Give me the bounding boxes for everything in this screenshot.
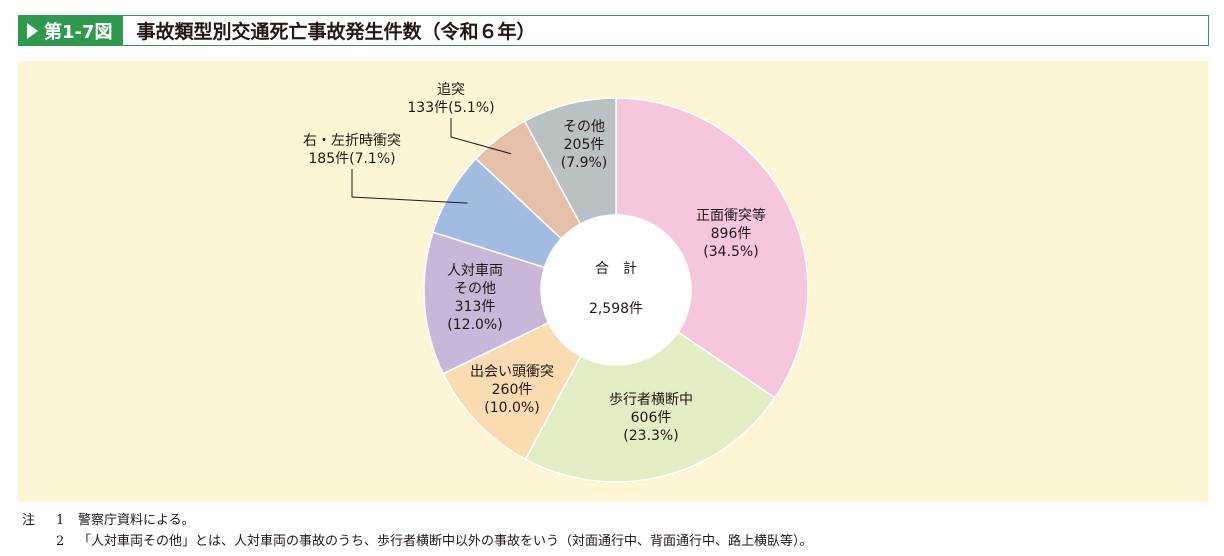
note-text: 警察庁資料による。 xyxy=(78,513,195,528)
notes: 注 1 警察庁資料による。 2 「人対車両その他」とは、人対車両の事故のうち、歩… xyxy=(22,510,813,552)
slice-percent-other: (7.9%) xyxy=(561,155,608,171)
total-value: 2,598件 xyxy=(589,301,643,317)
slice-count-head-on: 896件 xyxy=(711,226,752,242)
slice-label-pedestrian-crossing: 歩行者横断中 xyxy=(609,392,693,408)
figure-number: 第1-7図 xyxy=(44,21,113,43)
slice-count-pedestrian-crossing: 606件 xyxy=(631,410,672,426)
slice-percent-head-on: (34.5%) xyxy=(703,244,758,260)
slice-label-head-on: 正面衝突等 xyxy=(696,207,766,224)
slice-label-other: その他 xyxy=(563,119,605,135)
slice-label-pedestrian-other: その他 xyxy=(454,281,496,297)
slice-head-on xyxy=(615,97,809,399)
note-row: 2 「人対車両その他」とは、人対車両の事故のうち、歩行者横断中以外の事故をいう（… xyxy=(22,531,813,552)
note-marker xyxy=(22,531,56,552)
note-number: 2 xyxy=(56,534,65,549)
slice-count-crossing-collision: 260件 xyxy=(492,382,533,398)
slice-percent-pedestrian-other: (12.0%) xyxy=(447,317,502,333)
total-label: 合 計 xyxy=(595,261,637,277)
donut-hole xyxy=(541,215,691,365)
figure-header: 第1-7図 事故類型別交通死亡事故発生件数（令和６年） xyxy=(18,15,1209,46)
note-number: 1 xyxy=(56,513,65,528)
leader-line-turning-collision xyxy=(351,169,468,204)
slice-label-pedestrian-other: 人対車両 xyxy=(447,262,503,279)
slice-label-crossing-collision: 出会い頭衝突 xyxy=(470,364,554,380)
note-marker: 注 xyxy=(22,513,36,528)
figure-number-badge: 第1-7図 xyxy=(19,16,123,45)
slice-percent-pedestrian-crossing: (23.3%) xyxy=(623,428,678,444)
figure-title: 事故類型別交通死亡事故発生件数（令和６年） xyxy=(136,21,536,43)
triangle-icon xyxy=(27,22,38,39)
slice-count-pedestrian-other: 313件 xyxy=(455,299,496,315)
slice-count-turning-collision: 185件(7.1%) xyxy=(308,151,395,167)
slice-label-turning-collision: 右・左折時衝突 xyxy=(303,133,401,149)
leader-line-rear-end xyxy=(450,118,512,155)
slice-label-rear-end: 追突 xyxy=(437,82,465,98)
note-row: 注 1 警察庁資料による。 xyxy=(22,510,813,531)
slice-count-other: 205件 xyxy=(564,137,605,153)
slice-percent-crossing-collision: (10.0%) xyxy=(484,400,539,416)
note-text: 「人対車両その他」とは、人対車両の事故のうち、歩行者横断中以外の事故をいう（対面… xyxy=(78,534,813,549)
slice-count-rear-end: 133件(5.1%) xyxy=(407,100,494,116)
